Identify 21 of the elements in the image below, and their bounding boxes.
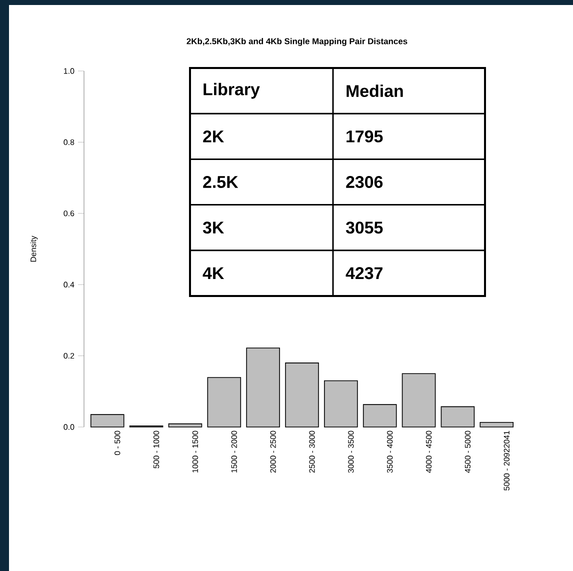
annotation: 2306 <box>346 176 383 188</box>
annotation: 3K <box>202 222 224 234</box>
bar <box>246 348 280 428</box>
annotation: 3055 <box>346 222 383 234</box>
annotation: 2K <box>203 130 224 142</box>
bar <box>362 404 397 428</box>
chart-title: 2Kb,2.5Kb,3Kb and 4Kb Single Mapping Pair Distances <box>186 38 408 46</box>
annotation: Library <box>204 82 260 99</box>
bar <box>207 377 242 428</box>
bar <box>168 423 202 428</box>
bar <box>285 362 319 428</box>
bar <box>480 422 514 428</box>
annotation: 4K <box>202 267 224 280</box>
annotation: 2.5K <box>203 176 238 188</box>
annotation: Median <box>346 84 403 98</box>
annotation: 4237 <box>346 267 382 280</box>
bar <box>324 380 358 428</box>
bar <box>90 414 124 428</box>
annotation: 1795 <box>346 130 383 142</box>
bar <box>440 406 475 428</box>
bar <box>402 373 436 428</box>
